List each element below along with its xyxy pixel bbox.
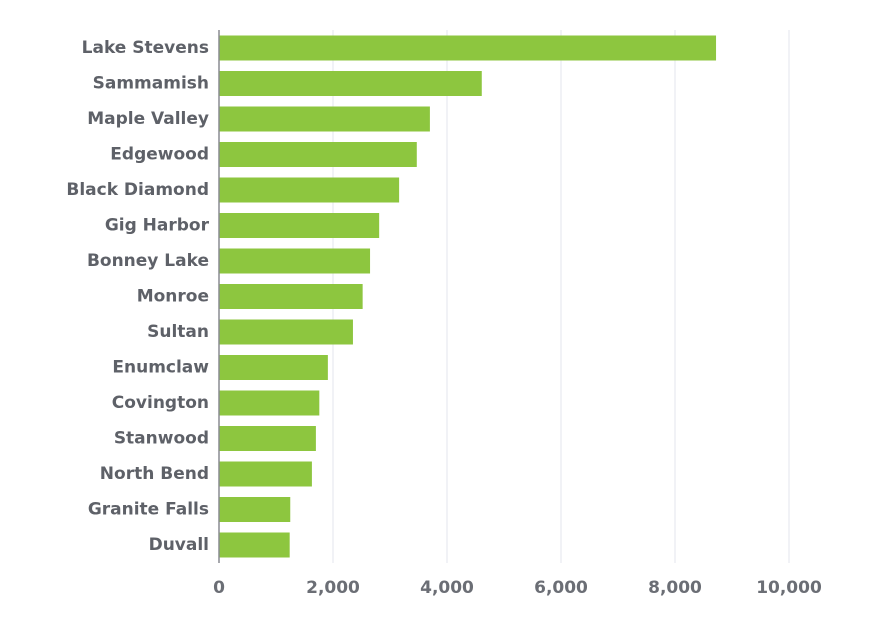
category-label: Gig Harbor (105, 216, 210, 236)
category-label: Monroe (137, 287, 209, 307)
category-label: Enumclaw (112, 358, 209, 378)
bar-black-diamond (219, 177, 400, 203)
category-label: Stanwood (114, 429, 209, 449)
x-tick-label: 6,000 (534, 578, 588, 598)
bar-sultan (219, 319, 353, 345)
bar-enumclaw (219, 355, 328, 380)
bar-covington (219, 390, 320, 416)
category-labels: Lake Stevens Sammamish Maple Valley Edgewoo… (66, 38, 209, 555)
category-label: Sammamish (93, 74, 209, 94)
bar-stanwood (219, 426, 316, 451)
bar-duvall (219, 532, 290, 558)
x-tick-label: 10,000 (756, 578, 822, 598)
category-label: Maple Valley (87, 109, 209, 129)
bar-lake-stevens (219, 35, 717, 61)
bar-maple-valley (219, 106, 430, 132)
category-label: Sultan (147, 322, 209, 342)
category-label: Lake Stevens (82, 38, 209, 58)
category-label: Black Diamond (66, 180, 209, 200)
x-tick-label: 2,000 (306, 578, 360, 598)
bar-monroe (219, 284, 363, 309)
category-label: Granite Falls (88, 500, 209, 520)
category-label: Edgewood (110, 145, 209, 165)
gridlines (332, 30, 790, 563)
bars (219, 35, 717, 558)
x-tick-label: 4,000 (420, 578, 474, 598)
bar-north-bend (219, 461, 312, 487)
category-label: Duvall (149, 535, 209, 555)
bar-edgewood (219, 142, 417, 167)
x-tick-label: 8,000 (648, 578, 702, 598)
x-tick-label: 0 (213, 578, 225, 598)
category-label: North Bend (100, 464, 209, 484)
bar-bonney-lake (219, 248, 371, 274)
category-label: Bonney Lake (87, 251, 209, 271)
bar-granite-falls (219, 497, 291, 522)
x-tick-labels: 0 2,000 4,000 6,000 8,000 10,000 (213, 578, 822, 598)
bar-gig-harbor (219, 213, 380, 238)
category-label: Covington (112, 393, 209, 413)
bar-sammamish (219, 71, 482, 96)
